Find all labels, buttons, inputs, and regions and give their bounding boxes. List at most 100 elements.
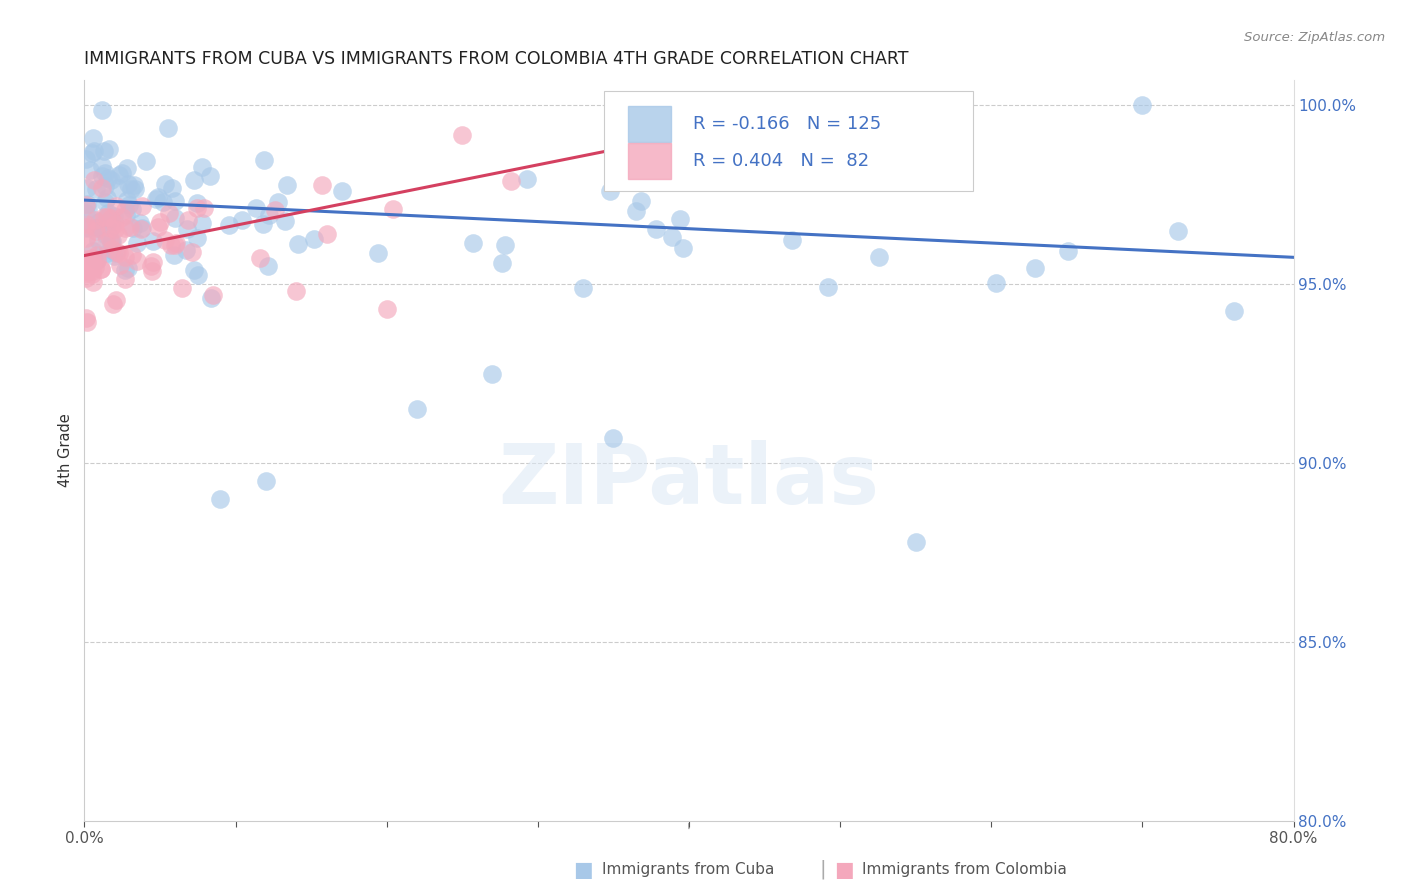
Point	[124, 182, 146, 196]
Point	[91, 103, 114, 117]
Point	[94, 235, 117, 249]
Point	[163, 238, 186, 252]
Point	[626, 203, 648, 218]
Point	[75, 206, 97, 220]
Point	[1167, 224, 1189, 238]
Point	[630, 194, 652, 209]
Point	[97, 142, 120, 156]
Point	[79, 163, 101, 178]
Point	[103, 297, 125, 311]
Point	[209, 491, 232, 506]
Point	[76, 252, 98, 266]
Point	[75, 219, 97, 234]
Point	[181, 245, 204, 260]
Text: Source: ZipAtlas.com: Source: ZipAtlas.com	[1244, 31, 1385, 45]
Text: |: |	[820, 860, 825, 880]
Point	[76, 315, 98, 329]
Point	[104, 221, 127, 235]
Point	[131, 199, 153, 213]
Point	[218, 218, 240, 232]
Point	[97, 222, 120, 236]
Point	[94, 195, 117, 210]
Point	[115, 161, 138, 175]
Text: R = 0.404   N =  82: R = 0.404 N = 82	[693, 152, 869, 170]
Point	[108, 245, 131, 260]
Point	[80, 251, 103, 265]
Point	[163, 194, 186, 208]
Point	[97, 206, 120, 220]
Point	[94, 179, 117, 194]
Point	[97, 224, 120, 238]
Point	[266, 194, 288, 209]
Point	[75, 311, 97, 326]
Point	[572, 281, 595, 295]
Point	[77, 238, 100, 252]
Point	[75, 264, 97, 278]
Point	[780, 233, 803, 247]
Point	[1223, 304, 1246, 318]
Point	[645, 221, 668, 235]
Point	[177, 213, 200, 227]
Point	[491, 256, 513, 270]
Point	[100, 173, 122, 187]
Point	[86, 248, 108, 262]
Point	[101, 244, 124, 258]
Point	[93, 145, 115, 159]
Point	[200, 291, 222, 305]
Point	[96, 191, 118, 205]
Point	[76, 181, 98, 195]
Point	[101, 234, 124, 248]
Point	[131, 220, 153, 235]
FancyBboxPatch shape	[628, 144, 671, 178]
Point	[141, 259, 163, 273]
Point	[332, 184, 354, 198]
Point	[86, 220, 108, 235]
Point	[121, 247, 143, 261]
Point	[80, 146, 103, 161]
Point	[103, 209, 125, 223]
Point	[80, 263, 103, 277]
Point	[186, 196, 208, 211]
Point	[93, 211, 115, 225]
Point	[201, 288, 224, 302]
Point	[193, 202, 215, 216]
Point	[96, 246, 118, 260]
Point	[516, 172, 538, 186]
Point	[114, 272, 136, 286]
Point	[80, 253, 103, 268]
Point	[75, 220, 97, 235]
Point	[664, 117, 686, 131]
Point	[98, 232, 121, 246]
Point	[163, 248, 186, 262]
Point	[93, 166, 115, 180]
Point	[183, 263, 205, 277]
Point	[494, 238, 516, 252]
Point	[82, 130, 104, 145]
Point	[80, 256, 103, 270]
Point	[75, 153, 97, 167]
Point	[84, 260, 107, 274]
Point	[91, 169, 114, 183]
Point	[80, 260, 103, 275]
Point	[868, 250, 890, 264]
Point	[83, 173, 105, 187]
Text: IMMIGRANTS FROM CUBA VS IMMIGRANTS FROM COLOMBIA 4TH GRADE CORRELATION CHART: IMMIGRANTS FROM CUBA VS IMMIGRANTS FROM …	[84, 50, 908, 68]
Point	[276, 178, 298, 192]
Point	[101, 218, 124, 232]
Point	[111, 166, 134, 180]
Point	[141, 264, 163, 278]
Point	[125, 236, 148, 251]
Point	[108, 168, 131, 182]
Point	[285, 285, 308, 299]
Point	[104, 293, 127, 307]
Point	[165, 211, 187, 225]
Point	[668, 211, 690, 226]
Point	[101, 242, 124, 256]
Point	[83, 252, 105, 266]
Point	[122, 220, 145, 235]
Point	[84, 224, 107, 238]
Point	[165, 236, 187, 251]
Point	[191, 160, 214, 174]
Point	[257, 208, 280, 222]
Point	[114, 250, 136, 264]
